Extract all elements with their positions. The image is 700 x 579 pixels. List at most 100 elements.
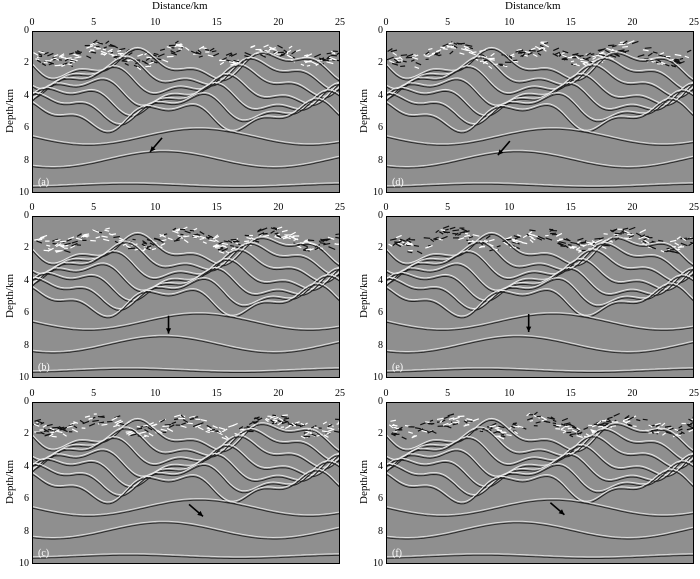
reflection-noise — [517, 425, 524, 429]
reflection-noise — [686, 427, 693, 431]
deep-reflector — [387, 368, 693, 373]
reflection-noise — [644, 236, 650, 240]
reflection-noise — [424, 55, 430, 58]
reflection-noise — [131, 243, 138, 247]
reflection-noise — [543, 43, 550, 48]
x-tick-label: 20 — [273, 17, 284, 28]
reflection-noise — [277, 421, 283, 426]
reflection-noise — [452, 229, 460, 232]
reflection-noise — [540, 416, 547, 421]
reflection-noise — [388, 424, 394, 429]
reflection-noise — [522, 234, 528, 239]
reflection-noise — [43, 428, 50, 433]
reflection-noise — [153, 52, 159, 56]
reflection-noise — [228, 53, 233, 57]
reflection-noise — [605, 420, 612, 423]
reflection-noise — [159, 48, 166, 52]
reflection-noise — [392, 423, 397, 427]
reflection-noise — [174, 418, 179, 421]
reflection-noise — [463, 423, 470, 427]
reflection-noise — [136, 427, 143, 430]
reflector — [33, 250, 339, 285]
reflection-noise — [390, 49, 398, 53]
reflector — [33, 426, 339, 461]
reflection-noise — [103, 238, 110, 242]
y-tick-label: 4 — [24, 460, 29, 472]
reflection-noise — [428, 47, 433, 51]
reflection-noise — [42, 424, 47, 428]
reflection-noise — [559, 241, 567, 244]
reflection-noise — [88, 49, 94, 53]
reflection-noise — [483, 240, 489, 242]
reflection-noise — [336, 52, 339, 56]
reflection-noise — [580, 60, 588, 63]
x-tick-label: 15 — [565, 202, 576, 213]
deep-reflector — [387, 553, 693, 558]
reflection-noise — [238, 426, 244, 430]
reflection-noise — [561, 417, 569, 422]
reflector — [387, 46, 693, 80]
x-tick-label: 0 — [383, 388, 389, 399]
reflection-noise — [402, 60, 407, 63]
reflection-noise — [322, 421, 328, 425]
reflection-noise — [458, 42, 465, 45]
reflection-noise — [642, 240, 647, 244]
reflector — [33, 81, 339, 116]
reflection-noise — [438, 231, 444, 235]
reflection-noise — [500, 432, 505, 436]
reflection-noise — [36, 59, 42, 63]
y-tick-label: 10 — [373, 187, 383, 198]
reflection-noise — [101, 423, 108, 426]
reflection-noise — [597, 48, 604, 52]
reflection-noise — [321, 430, 329, 433]
reflector — [33, 417, 339, 451]
reflection-noise — [113, 425, 117, 428]
reflection-noise — [428, 52, 436, 57]
reflection-noise — [628, 234, 635, 239]
reflection-noise — [224, 435, 229, 440]
reflection-noise — [66, 62, 73, 66]
reflector — [387, 284, 693, 319]
reflector — [387, 231, 693, 265]
x-tick-label: 0 — [29, 202, 35, 213]
x-tick-label: 5 — [91, 388, 97, 399]
deep-reflector — [387, 151, 693, 169]
deep-reflector — [387, 367, 693, 372]
reflection-noise — [590, 53, 595, 56]
reflection-noise — [420, 421, 428, 426]
reflection-noise — [456, 419, 460, 423]
reflector — [387, 266, 693, 301]
reflection-noise — [676, 236, 681, 240]
reflection-noise — [214, 239, 219, 243]
reflection-noise — [467, 240, 473, 243]
reflector — [387, 468, 693, 503]
x-tick-label: 25 — [689, 17, 699, 28]
y-tick-label: 0 — [378, 210, 383, 221]
reflection-noise — [655, 424, 661, 428]
reflection-noise — [48, 433, 54, 437]
reflector — [387, 282, 693, 317]
reflection-noise — [43, 430, 48, 432]
x-tick-label: 25 — [335, 388, 345, 399]
reflection-noise — [162, 59, 169, 63]
reflection-noise — [513, 245, 520, 250]
reflection-noise — [47, 247, 52, 251]
reflection-noise — [593, 423, 600, 426]
x-tick-label: 5 — [91, 17, 97, 28]
deep-reflector — [387, 336, 693, 354]
reflection-noise — [151, 423, 157, 427]
reflector — [387, 63, 693, 98]
reflector — [33, 266, 339, 301]
deep-reflector — [387, 312, 693, 330]
y-tick-label: 4 — [378, 460, 383, 472]
reflection-noise — [390, 433, 396, 437]
seismic-image — [33, 413, 339, 559]
reflection-noise — [529, 229, 536, 232]
reflection-noise — [577, 240, 581, 244]
reflection-noise — [549, 228, 554, 231]
reflection-noise — [127, 432, 135, 436]
reflection-noise — [307, 239, 315, 242]
panel-label: (f) — [392, 548, 402, 559]
reflection-noise — [176, 228, 181, 232]
reflection-noise — [218, 427, 226, 430]
